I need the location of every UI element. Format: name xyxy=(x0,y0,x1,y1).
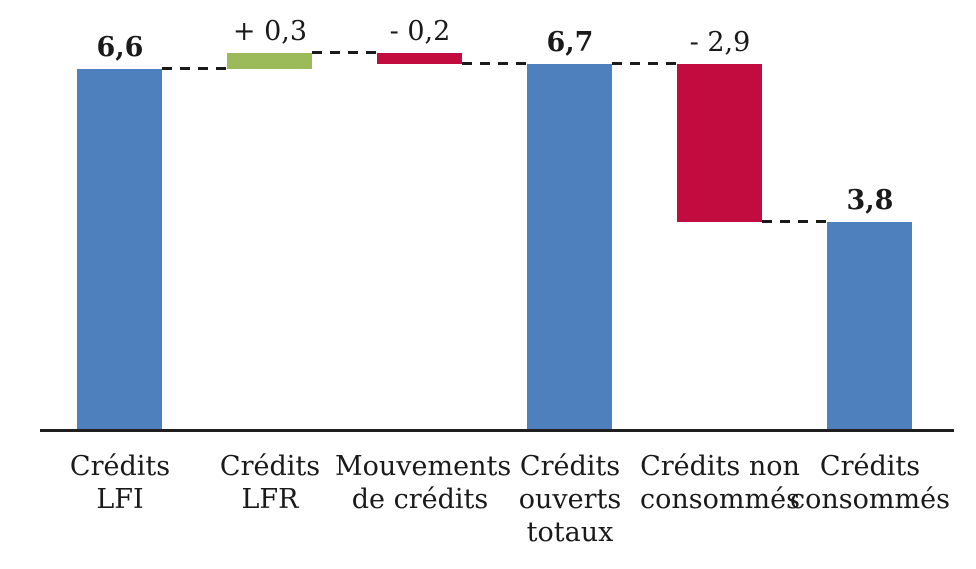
connector-dashed-line-4 xyxy=(762,220,827,223)
x-axis-line xyxy=(40,429,954,432)
category-label-line: Crédits xyxy=(219,451,321,482)
bar-credits-ouverts-totaux xyxy=(527,64,612,429)
connector-dashed-line-0 xyxy=(162,67,227,70)
category-label-line: consommés xyxy=(790,484,950,515)
category-label-credits-non-consommes: Crédits non consommés xyxy=(635,450,805,516)
bar-credits-consommes xyxy=(827,222,912,429)
category-label-line: ouverts xyxy=(518,484,622,515)
category-label-line: Crédits xyxy=(819,451,921,482)
value-label-credits-consommes: 3,8 xyxy=(846,185,894,216)
category-label-line: Crédits xyxy=(69,451,171,482)
category-label-line: Crédits non xyxy=(640,451,800,482)
category-label-credits-ouverts-totaux: Crédits ouverts totaux xyxy=(485,450,655,549)
bar-credits-lfr xyxy=(227,53,312,69)
category-label-line: Crédits xyxy=(519,451,621,482)
category-label-mouvements-de-credits: Mouvements de crédits xyxy=(335,450,512,516)
category-label-line: de crédits xyxy=(351,484,489,515)
value-label-credits-lfr: + 0,3 xyxy=(232,16,308,47)
value-label-credits-non-consommes: - 2,9 xyxy=(689,27,751,58)
value-label-credits-ouverts-totaux: 6,7 xyxy=(546,27,594,58)
category-label-credits-lfi: Crédits LFI xyxy=(35,450,205,516)
category-label-line: LFI xyxy=(96,484,144,515)
connector-dashed-line-2 xyxy=(462,62,527,65)
value-label-mouvements-de-credits: - 0,2 xyxy=(389,16,451,47)
bar-credits-lfi xyxy=(77,69,162,429)
category-label-line: consommés xyxy=(640,484,800,515)
category-label-credits-lfr: Crédits LFR xyxy=(185,450,355,516)
connector-dashed-line-1 xyxy=(312,51,377,54)
connector-dashed-line-3 xyxy=(612,62,677,65)
bar-mouvements-de-credits xyxy=(377,53,462,64)
category-label-line: Mouvements xyxy=(335,451,512,482)
category-label-credits-consommes: Crédits consommés xyxy=(785,450,955,516)
category-label-line: totaux xyxy=(526,517,614,548)
bar-credits-non-consommes xyxy=(677,64,762,222)
value-label-credits-lfi: 6,6 xyxy=(96,32,144,63)
category-label-line: LFR xyxy=(241,484,299,515)
